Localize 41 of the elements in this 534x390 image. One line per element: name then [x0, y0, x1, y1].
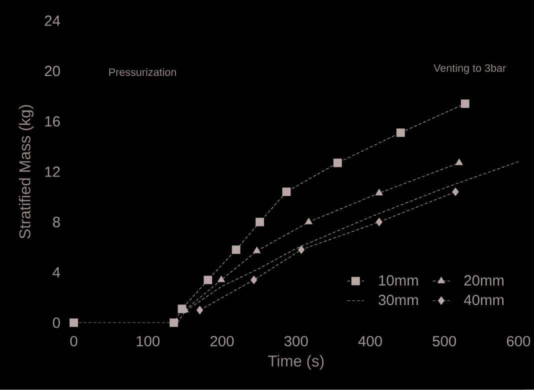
- legend-label: 20mm: [464, 275, 504, 286]
- point: [452, 188, 459, 196]
- point: [376, 218, 382, 226]
- point: [70, 318, 78, 328]
- legend-label: 10mm: [379, 275, 418, 286]
- x-axis-title: Time (s): [268, 355, 324, 370]
- x-tick-label: 0: [70, 336, 78, 347]
- point: [232, 246, 240, 254]
- point: [256, 218, 264, 226]
- point: [305, 218, 312, 224]
- annotation: Pressurization: [109, 68, 176, 76]
- y-tick-label: 24: [44, 16, 60, 26]
- point: [298, 246, 305, 254]
- x-tick-label: 600: [506, 336, 530, 347]
- point: [196, 306, 204, 315]
- y-tick-label: 4: [52, 268, 60, 278]
- point: [282, 188, 291, 196]
- annotation: Venting to 3bar: [434, 64, 506, 74]
- point: [218, 276, 225, 282]
- y-tick-label: 16: [45, 116, 60, 127]
- y-axis-title: Stratified Mass (kg): [18, 105, 34, 239]
- point: [253, 246, 261, 254]
- point: [250, 276, 258, 284]
- x-tick-label: 300: [284, 336, 308, 347]
- y-tick-label: 12: [45, 166, 60, 178]
- point: [455, 158, 463, 166]
- y-tick-label: 20: [44, 66, 60, 76]
- legend-label: 30mm: [378, 294, 418, 306]
- point: [170, 318, 178, 328]
- point: [375, 189, 383, 196]
- y-tick-label: 0: [52, 318, 60, 328]
- y-tick-label: 8: [52, 217, 60, 228]
- x-tick-label: 200: [210, 336, 234, 347]
- point: [204, 276, 212, 284]
- point: [396, 128, 405, 138]
- legend-label: 40mm: [464, 294, 504, 306]
- point: [460, 100, 470, 108]
- x-tick-label: 100: [136, 336, 160, 347]
- point: [333, 158, 342, 168]
- x-tick-label: 500: [432, 336, 456, 347]
- x-tick-label: 400: [358, 336, 382, 347]
